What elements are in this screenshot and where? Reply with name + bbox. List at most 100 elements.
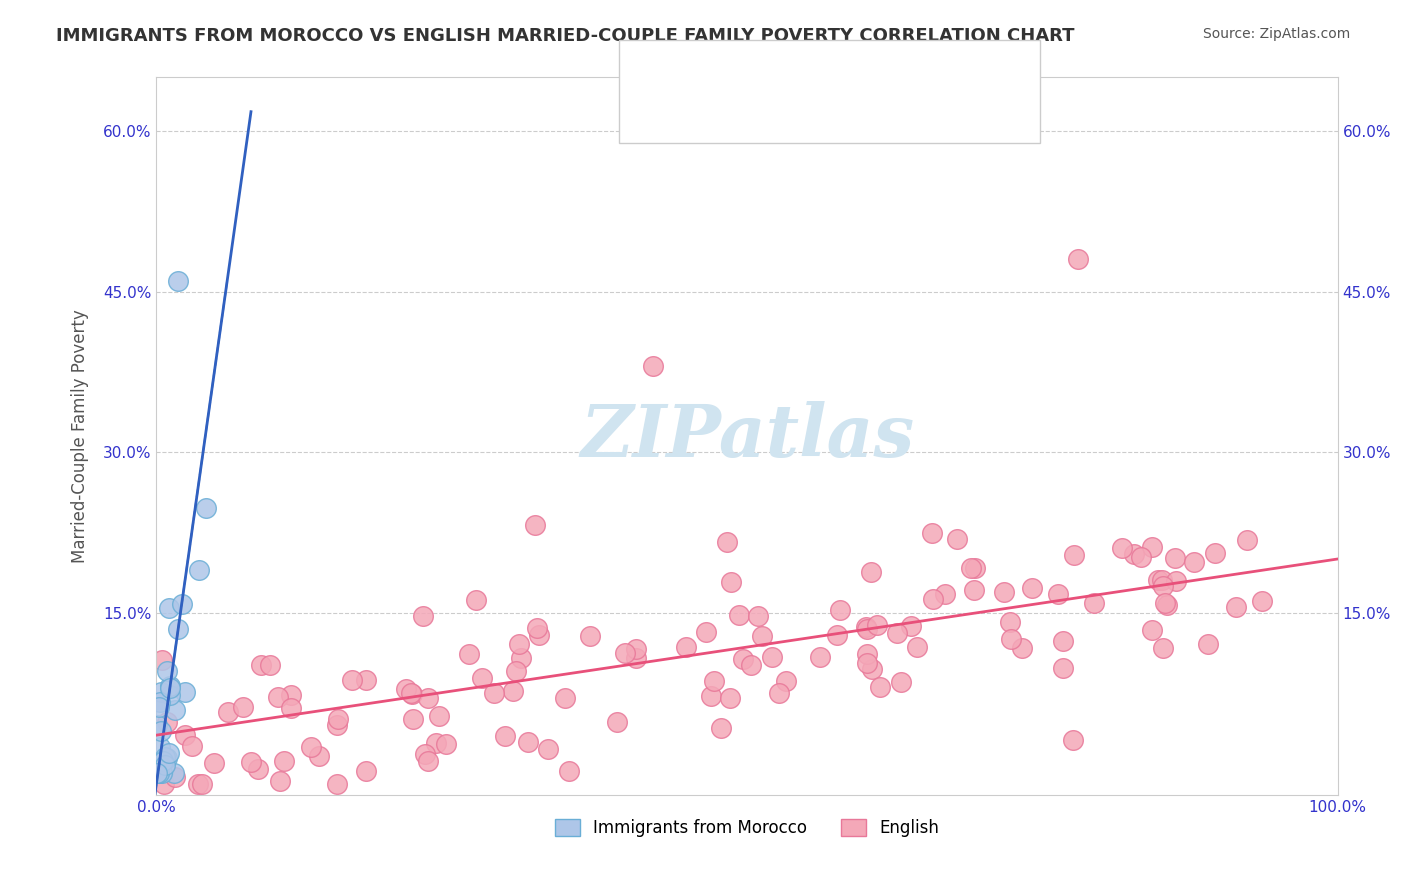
Point — [1083, 596, 1105, 610]
Point — [1147, 573, 1170, 587]
Point — [152, 754, 174, 768]
Point — [1111, 541, 1133, 555]
Text: R = 0.605   N = 130: R = 0.605 N = 130 — [678, 96, 859, 114]
Point — [808, 650, 831, 665]
Point — [624, 642, 647, 657]
Point — [860, 662, 883, 676]
Point — [232, 700, 254, 714]
Point — [413, 747, 436, 761]
Point — [273, 754, 295, 768]
Point — [1140, 540, 1163, 554]
Point — [340, 673, 363, 688]
Point — [1052, 633, 1074, 648]
Point — [869, 680, 891, 694]
Point — [427, 708, 450, 723]
Point — [1063, 548, 1085, 562]
Point — [946, 532, 969, 546]
Point — [1152, 640, 1174, 655]
Point — [163, 766, 186, 780]
Point — [416, 690, 439, 705]
Point — [626, 651, 648, 665]
Point — [768, 686, 790, 700]
Point — [259, 658, 281, 673]
Text: R = 0.823   N =  32: R = 0.823 N = 32 — [678, 60, 853, 78]
Point — [825, 628, 848, 642]
Point — [187, 777, 209, 791]
Point — [149, 695, 172, 709]
Point — [1152, 579, 1174, 593]
Point — [146, 766, 169, 780]
Point — [1197, 637, 1219, 651]
Point — [482, 686, 505, 700]
Point — [159, 679, 181, 693]
Point — [993, 584, 1015, 599]
Point — [855, 620, 877, 634]
Point — [150, 652, 173, 666]
Point — [1150, 573, 1173, 587]
Point — [1123, 547, 1146, 561]
Point — [856, 647, 879, 661]
Point — [188, 563, 211, 577]
Point — [830, 603, 852, 617]
Point — [709, 721, 731, 735]
Point — [886, 625, 908, 640]
Point — [998, 615, 1021, 629]
Point — [720, 574, 742, 589]
Point — [354, 764, 377, 778]
Point — [412, 609, 434, 624]
Point — [505, 664, 527, 678]
Point — [494, 729, 516, 743]
Point — [153, 758, 176, 772]
Point — [695, 625, 717, 640]
Point — [153, 777, 176, 791]
Point — [1236, 533, 1258, 547]
Point — [246, 762, 269, 776]
Point — [579, 629, 602, 643]
Point — [856, 657, 879, 671]
Text: IMMIGRANTS FROM MOROCCO VS ENGLISH MARRIED-COUPLE FAMILY POVERTY CORRELATION CHA: IMMIGRANTS FROM MOROCCO VS ENGLISH MARRI… — [56, 27, 1074, 45]
Point — [148, 755, 170, 769]
Point — [527, 628, 550, 642]
Point — [716, 534, 738, 549]
Point — [425, 735, 447, 749]
Point — [1156, 598, 1178, 612]
Point — [1021, 581, 1043, 595]
Point — [613, 646, 636, 660]
Point — [921, 526, 943, 541]
Point — [747, 609, 769, 624]
Text: ZIPatlas: ZIPatlas — [581, 401, 914, 472]
Point — [1140, 623, 1163, 637]
Point — [159, 688, 181, 702]
Point — [703, 673, 725, 688]
Point — [526, 621, 548, 635]
Point — [280, 688, 302, 702]
Point — [308, 748, 330, 763]
Point — [195, 501, 218, 516]
Point — [166, 274, 188, 288]
Point — [148, 766, 170, 780]
Point — [856, 623, 879, 637]
Point — [299, 740, 322, 755]
Point — [354, 673, 377, 688]
Point — [399, 686, 422, 700]
Point — [699, 689, 721, 703]
Point — [146, 766, 169, 780]
Point — [1225, 600, 1247, 615]
Point — [740, 657, 762, 672]
Point — [905, 640, 928, 655]
Legend: Immigrants from Morocco, English: Immigrants from Morocco, English — [548, 813, 946, 844]
Point — [641, 359, 664, 374]
Point — [153, 749, 176, 764]
Point — [471, 671, 494, 685]
Point — [156, 664, 179, 678]
Point — [558, 764, 581, 778]
Point — [900, 619, 922, 633]
Point — [159, 681, 181, 695]
Point — [921, 591, 943, 606]
Y-axis label: Married-Couple Family Poverty: Married-Couple Family Poverty — [72, 310, 89, 563]
Point — [156, 714, 179, 729]
Point — [180, 739, 202, 753]
Point — [416, 754, 439, 768]
Point — [554, 691, 576, 706]
Point — [150, 723, 173, 738]
